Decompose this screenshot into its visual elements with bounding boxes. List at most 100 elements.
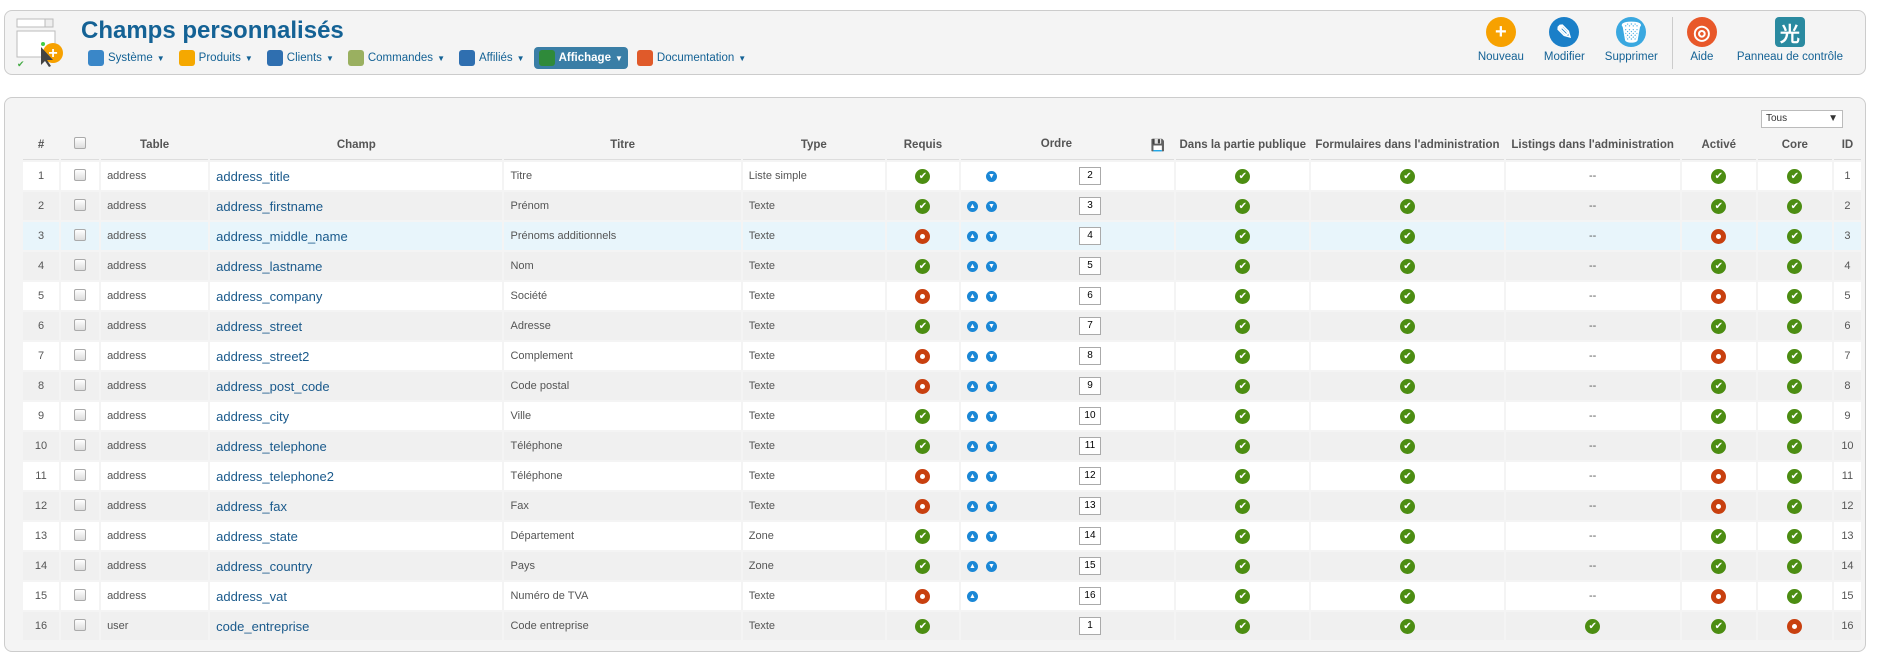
required-toggle[interactable]	[886, 492, 959, 520]
check-icon[interactable]: ✔	[1711, 258, 1727, 274]
check-icon[interactable]: ✔	[1711, 438, 1727, 454]
published-toggle[interactable]: ✔	[1681, 372, 1756, 400]
move-up-icon[interactable]: ▲	[966, 230, 978, 242]
lifebuoy-button[interactable]: ◎ Aide	[1677, 17, 1727, 63]
disabled-icon[interactable]	[915, 228, 931, 244]
check-icon[interactable]: ✔	[1399, 228, 1415, 244]
frontend-toggle[interactable]: ✔	[1176, 462, 1310, 490]
backend-forms-toggle[interactable]: ✔	[1311, 492, 1504, 520]
published-toggle[interactable]: ✔	[1681, 312, 1756, 340]
published-toggle[interactable]: ✔	[1681, 162, 1756, 190]
disabled-icon[interactable]	[1711, 288, 1727, 304]
move-up-icon[interactable]: ▲	[966, 290, 978, 302]
check-icon[interactable]: ✔	[915, 528, 931, 544]
required-toggle[interactable]	[886, 342, 959, 370]
backend-forms-toggle[interactable]: ✔	[1311, 462, 1504, 490]
check-icon[interactable]: ✔	[1399, 198, 1415, 214]
order-input[interactable]: 8	[1078, 347, 1101, 365]
move-up-icon[interactable]: ▲	[966, 440, 978, 452]
check-icon[interactable]: ✔	[1787, 258, 1803, 274]
backend-listings-toggle[interactable]: --	[1505, 342, 1680, 370]
field-name-link[interactable]: address_street2	[210, 342, 503, 370]
row-checkbox[interactable]	[74, 318, 87, 331]
published-toggle[interactable]: ✔	[1681, 402, 1756, 430]
frontend-toggle[interactable]: ✔	[1176, 252, 1310, 280]
check-icon[interactable]: ✔	[1585, 618, 1601, 634]
backend-forms-toggle[interactable]: ✔	[1311, 192, 1504, 220]
menu-box[interactable]: Produits ▼	[174, 47, 258, 69]
check-icon[interactable]: ✔	[1787, 348, 1803, 364]
required-toggle[interactable]	[886, 582, 959, 610]
check-icon[interactable]: ✔	[1787, 498, 1803, 514]
check-icon[interactable]: ✔	[1711, 198, 1727, 214]
frontend-toggle[interactable]: ✔	[1176, 342, 1310, 370]
check-icon[interactable]: ✔	[1787, 558, 1803, 574]
check-icon[interactable]: ✔	[1399, 498, 1415, 514]
required-toggle[interactable]: ✔	[886, 612, 959, 640]
move-down-icon[interactable]: ▼	[985, 380, 997, 392]
check-icon[interactable]: ✔	[915, 258, 931, 274]
check-icon[interactable]: ✔	[915, 168, 931, 184]
move-up-icon[interactable]: ▲	[966, 500, 978, 512]
order-input[interactable]: 11	[1078, 437, 1101, 455]
menu-display[interactable]: Affichage ▼	[533, 47, 628, 69]
frontend-toggle[interactable]: ✔	[1176, 372, 1310, 400]
backend-forms-toggle[interactable]: ✔	[1311, 372, 1504, 400]
row-checkbox[interactable]	[74, 228, 87, 241]
check-icon[interactable]: ✔	[1787, 288, 1803, 304]
frontend-toggle[interactable]: ✔	[1176, 612, 1310, 640]
frontend-toggle[interactable]: ✔	[1176, 192, 1310, 220]
column-header[interactable]: Ordre 💾	[960, 130, 1175, 160]
filter-select[interactable]: Tous ▼	[1761, 110, 1843, 128]
disabled-icon[interactable]	[1711, 498, 1727, 514]
order-input[interactable]: 5	[1078, 257, 1101, 275]
check-icon[interactable]: ✔	[1235, 408, 1251, 424]
required-toggle[interactable]: ✔	[886, 162, 959, 190]
check-icon[interactable]: ✔	[915, 558, 931, 574]
check-icon[interactable]: ✔	[915, 618, 931, 634]
check-icon[interactable]: ✔	[1399, 168, 1415, 184]
move-up-icon[interactable]: ▲	[966, 380, 978, 392]
move-up-icon[interactable]: ▲	[966, 560, 978, 572]
backend-listings-toggle[interactable]: --	[1505, 282, 1680, 310]
check-icon[interactable]: ✔	[1787, 588, 1803, 604]
move-up-icon[interactable]: ▲	[966, 410, 978, 422]
move-up-icon[interactable]: ▲	[966, 530, 978, 542]
backend-listings-toggle[interactable]: --	[1505, 462, 1680, 490]
backend-listings-toggle[interactable]: --	[1505, 162, 1680, 190]
check-icon[interactable]: ✔	[1399, 468, 1415, 484]
move-down-icon[interactable]: ▼	[985, 320, 997, 332]
check-icon[interactable]: ✔	[1711, 408, 1727, 424]
move-down-icon[interactable]: ▼	[985, 530, 997, 542]
row-checkbox[interactable]	[74, 468, 87, 481]
check-icon[interactable]: ✔	[1235, 348, 1251, 364]
required-toggle[interactable]: ✔	[886, 432, 959, 460]
check-icon[interactable]: ✔	[1235, 318, 1251, 334]
backend-forms-toggle[interactable]: ✔	[1311, 432, 1504, 460]
field-name-link[interactable]: address_middle_name	[210, 222, 503, 250]
check-icon[interactable]: ✔	[1711, 528, 1727, 544]
check-icon[interactable]: ✔	[1235, 198, 1251, 214]
menu-user[interactable]: Clients ▼	[262, 47, 339, 69]
frontend-toggle[interactable]: ✔	[1176, 402, 1310, 430]
row-checkbox[interactable]	[74, 498, 87, 511]
save-order-icon[interactable]: 💾	[1150, 139, 1166, 152]
check-icon[interactable]: ✔	[1235, 228, 1251, 244]
move-down-icon[interactable]: ▼	[985, 200, 997, 212]
backend-listings-toggle[interactable]: --	[1505, 552, 1680, 580]
backend-forms-toggle[interactable]: ✔	[1311, 342, 1504, 370]
backend-listings-toggle[interactable]: --	[1505, 522, 1680, 550]
backend-listings-toggle[interactable]: --	[1505, 222, 1680, 250]
frontend-toggle[interactable]: ✔	[1176, 282, 1310, 310]
published-toggle[interactable]: ✔	[1681, 612, 1756, 640]
backend-listings-toggle[interactable]: --	[1505, 372, 1680, 400]
field-name-link[interactable]: address_telephone	[210, 432, 503, 460]
check-icon[interactable]: ✔	[1235, 378, 1251, 394]
backend-listings-toggle[interactable]: --	[1505, 192, 1680, 220]
check-icon[interactable]: ✔	[1399, 258, 1415, 274]
order-input[interactable]: 7	[1078, 317, 1101, 335]
disabled-icon[interactable]	[915, 378, 931, 394]
published-toggle[interactable]: ✔	[1681, 432, 1756, 460]
check-icon[interactable]: ✔	[1235, 558, 1251, 574]
check-icon[interactable]: ✔	[1235, 528, 1251, 544]
